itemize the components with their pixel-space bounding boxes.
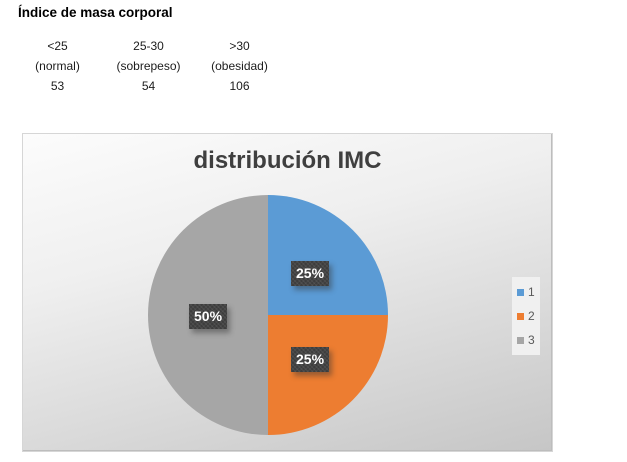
table-value-cell[interactable]: 106 (229, 79, 250, 93)
table-value-cell[interactable]: 53 (50, 79, 65, 93)
table-value-cell[interactable]: 54 (141, 79, 156, 93)
chart-legend[interactable]: 1 2 3 (512, 277, 540, 355)
chart-title: distribución IMC (193, 147, 382, 174)
bmi-data-table: <25 25-30 >30 (normal) (sobrepeso) (obes… (12, 36, 285, 96)
table-header-cell[interactable]: >30 (229, 39, 250, 53)
legend-item[interactable]: 3 (517, 328, 535, 352)
chart-area[interactable]: distribución IMC 25% 25% 50% 1 2 3 (22, 133, 553, 452)
pie-data-label: 25% (291, 261, 329, 286)
table-subheader-cell[interactable]: (normal) (35, 59, 80, 73)
table-subheader-cell[interactable]: (sobrepeso) (116, 59, 181, 73)
legend-swatch (517, 336, 524, 344)
legend-swatch (517, 288, 524, 296)
legend-swatch (517, 312, 524, 320)
legend-item[interactable]: 2 (517, 304, 535, 328)
table-subheader-cell[interactable]: (obesidad) (211, 59, 268, 73)
pie[interactable] (148, 195, 388, 435)
table-header-cell[interactable]: <25 (47, 39, 68, 53)
pie-data-label: 50% (189, 304, 227, 329)
pie-data-label: 25% (291, 347, 329, 372)
table-header-cell[interactable]: 25-30 (133, 39, 164, 53)
page-title: Índice de masa corporal (18, 5, 173, 20)
legend-item[interactable]: 1 (517, 280, 535, 304)
legend-label: 2 (528, 309, 535, 323)
legend-label: 3 (528, 333, 535, 347)
legend-label: 1 (528, 285, 535, 299)
